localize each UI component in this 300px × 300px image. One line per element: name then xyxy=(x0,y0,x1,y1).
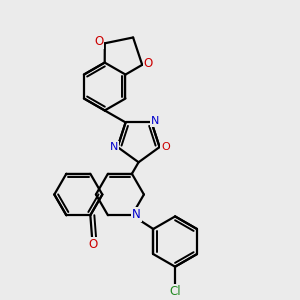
Text: O: O xyxy=(161,142,170,152)
Text: N: N xyxy=(110,142,118,152)
Text: Cl: Cl xyxy=(169,285,181,298)
Text: O: O xyxy=(94,35,104,48)
Text: N: N xyxy=(151,116,159,126)
Text: N: N xyxy=(132,208,141,221)
Text: O: O xyxy=(88,238,98,250)
Text: O: O xyxy=(144,57,153,70)
